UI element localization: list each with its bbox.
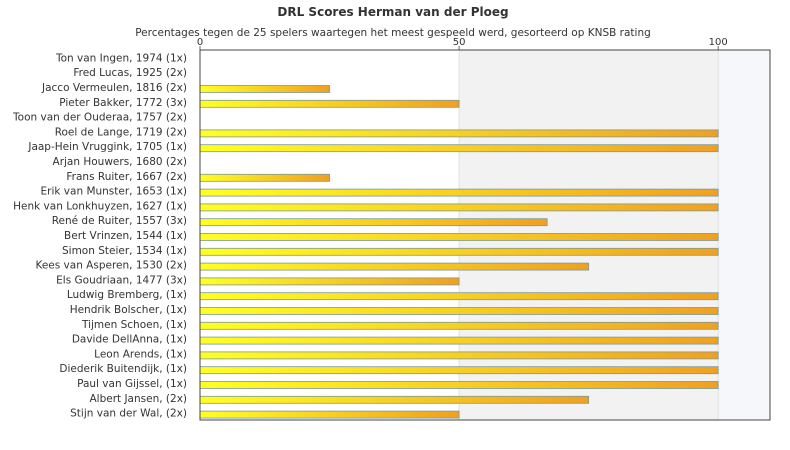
- x-tick-label: 100: [709, 37, 728, 48]
- bar: [199, 203, 719, 212]
- chart-title: DRL Scores Herman van der Ploeg: [277, 5, 508, 19]
- category-label: Pieter Bakker, 1772 (3x): [59, 97, 187, 109]
- bar: [199, 395, 590, 404]
- bar: [199, 277, 460, 286]
- bar: [199, 366, 719, 375]
- bar: [199, 307, 719, 315]
- bar: [199, 247, 719, 256]
- x-tick-label: 0: [197, 37, 203, 48]
- category-label: Jaap-Hein Vruggink, 1705 (1x): [27, 141, 187, 153]
- category-label: Stijn van der Wal, (2x): [70, 408, 187, 420]
- x-tick-label: 50: [453, 37, 466, 48]
- bar: [199, 351, 719, 360]
- category-label: Hendrik Bolscher, (1x): [70, 304, 187, 316]
- category-label: Toon van der Ouderaa, 1757 (2x): [12, 112, 187, 124]
- x-axis-ticks: 0 50 100: [197, 37, 728, 50]
- bars: [199, 85, 719, 419]
- bar: [199, 129, 719, 138]
- chart-subtitle: Percentages tegen de 25 spelers waartege…: [135, 27, 651, 39]
- category-label: Henk van Lonkhuyzen, 1627 (1x): [13, 200, 187, 212]
- bar: [199, 85, 330, 93]
- bar: [199, 233, 719, 241]
- category-label: Erik van Munster, 1653 (1x): [41, 186, 187, 198]
- bar: [199, 262, 590, 271]
- category-label: Paul van Gijssel, (1x): [77, 378, 187, 390]
- category-label: Diederik Buitendijk, (1x): [59, 363, 187, 375]
- category-label: Leon Arends, (1x): [94, 348, 187, 360]
- bar: [199, 381, 719, 389]
- category-label: Roel de Lange, 1719 (2x): [55, 126, 187, 138]
- category-label: Albert Jansen, (2x): [89, 393, 187, 405]
- plot-band: [718, 50, 770, 420]
- category-label: René de Ruiter, 1557 (3x): [52, 215, 187, 227]
- bar: [199, 336, 719, 345]
- category-label: Davide DellAnna, (1x): [72, 334, 187, 346]
- category-label: Ton van Ingen, 1974 (1x): [55, 52, 187, 64]
- bar: [199, 144, 719, 153]
- bar: [199, 173, 330, 182]
- category-label: Jacco Vermeulen, 1816 (2x): [41, 82, 187, 94]
- category-label: Arjan Houwers, 1680 (2x): [53, 156, 187, 168]
- category-label: Kees van Asperen, 1530 (2x): [35, 260, 187, 272]
- bar: [199, 321, 719, 330]
- bar: [199, 99, 460, 108]
- category-label: Bert Vrinzen, 1544 (1x): [64, 230, 187, 242]
- category-label: Simon Steier, 1534 (1x): [62, 245, 187, 257]
- category-label: Ludwig Bremberg, (1x): [67, 289, 187, 301]
- category-label: Tijmen Schoen, (1x): [81, 319, 187, 331]
- bar: [199, 218, 548, 227]
- category-label: Fred Lucas, 1925 (2x): [73, 67, 187, 79]
- plot-frame: [199, 49, 771, 421]
- bar: [199, 292, 719, 301]
- category-label: Els Goudriaan, 1477 (3x): [56, 274, 187, 286]
- bar: [199, 410, 460, 419]
- category-labels: Ton van Ingen, 1974 (1x) Fred Lucas, 1925…: [12, 52, 187, 419]
- category-label: Frans Ruiter, 1667 (2x): [66, 171, 187, 183]
- bar: [199, 188, 719, 197]
